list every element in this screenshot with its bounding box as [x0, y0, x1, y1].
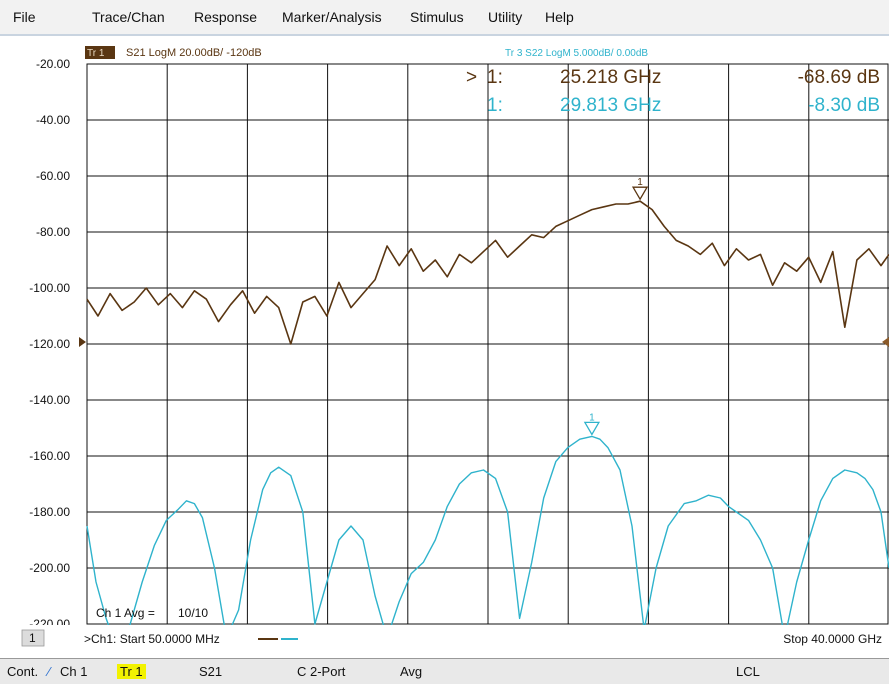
stop-frequency-label[interactable]: Stop 40.0000 GHz [783, 632, 882, 646]
y-tick-label: -200.00 [29, 561, 70, 575]
stimulus-row [0, 625, 889, 657]
start-frequency-label[interactable]: >Ch1: Start 50.0000 MHz [84, 632, 220, 646]
trace3-marker-value: -8.30 dB [808, 95, 880, 116]
trace3-marker-freq: 29.813 GHz [560, 95, 661, 116]
status-lcl: LCL [736, 664, 760, 679]
trace3-marker-triangle[interactable] [583, 421, 601, 436]
trace1-marker-triangle[interactable] [631, 186, 649, 201]
trace1-marker-number: 1 [637, 177, 643, 188]
y-tick-label: -40.00 [36, 113, 70, 127]
y-tick-label: -160.00 [29, 449, 70, 463]
status-cont[interactable]: Cont. [7, 664, 39, 679]
trace1-marker-freq: 25.218 GHz [560, 67, 661, 88]
status-trace[interactable]: Tr 1 [117, 664, 146, 679]
trace1-marker-value: -68.69 dB [798, 67, 880, 88]
trace1-s21-line[interactable] [86, 200, 889, 345]
trace3-scale-label: Tr 3 S22 LogM 5.000dB/ 0.00dB [505, 48, 648, 59]
analyzer-screen[interactable]: -20.00 -40.00 -60.00 -80.00 -100.00 -120.00 -1… [0, 34, 889, 661]
menu-utility[interactable]: Utility [488, 9, 523, 25]
status-bar: Cont. ⁄ Ch 1 Tr 1 S21 C 2-Port Avg LCL [0, 658, 889, 684]
y-tick-label: -100.00 [29, 281, 70, 295]
channel-number-box[interactable] [21, 629, 45, 647]
avg-label: Ch 1 Avg = [96, 606, 155, 620]
y-tick-label: -140.00 [29, 393, 70, 407]
trace1-marker-prefix: > [466, 67, 477, 88]
status-sweep-icon: ⁄ [48, 664, 51, 679]
y-tick-label: -120.00 [29, 337, 70, 351]
trace1-tag-box [85, 46, 115, 59]
avg-value: 10/10 [178, 606, 208, 620]
status-averaging[interactable]: Avg [400, 664, 423, 679]
y-tick-label: -60.00 [36, 169, 70, 183]
menu-help[interactable]: Help [545, 9, 574, 25]
ref-level-arrow-left[interactable] [79, 337, 86, 347]
trace1-tag[interactable]: Tr 1 [87, 48, 105, 59]
status-calibration[interactable]: C 2-Port [297, 664, 346, 679]
channel-number: 1 [29, 631, 36, 645]
menu-marker-analysis[interactable]: Marker/Analysis [282, 9, 382, 25]
menu-response[interactable]: Response [194, 9, 258, 25]
menu-bar: File Trace/Chan Response Marker/Analysis… [0, 0, 889, 35]
trace-plot[interactable]: -20.00 -40.00 -60.00 -80.00 -100.00 -120.00 -1… [0, 36, 889, 658]
y-tick-label: -20.00 [36, 57, 70, 71]
trace3-marker-id: 1: [487, 95, 503, 116]
ref-level-arrow-right[interactable] [882, 337, 889, 347]
y-tick-label: -180.00 [29, 505, 70, 519]
trace3-marker-number: 1 [589, 412, 595, 423]
trace1-scale-label: S21 LogM 20.00dB/ -120dB [126, 47, 262, 59]
status-parameter[interactable]: S21 [199, 664, 223, 679]
trace3-s22-line[interactable] [86, 435, 889, 653]
menu-stimulus[interactable]: Stimulus [410, 9, 464, 25]
trace1-marker-id: 1: [487, 67, 503, 88]
y-tick-label: -80.00 [36, 225, 70, 239]
menu-file[interactable]: File [13, 9, 36, 25]
status-channel[interactable]: Ch 1 [60, 664, 88, 679]
menu-trace-chan[interactable]: Trace/Chan [92, 9, 165, 25]
